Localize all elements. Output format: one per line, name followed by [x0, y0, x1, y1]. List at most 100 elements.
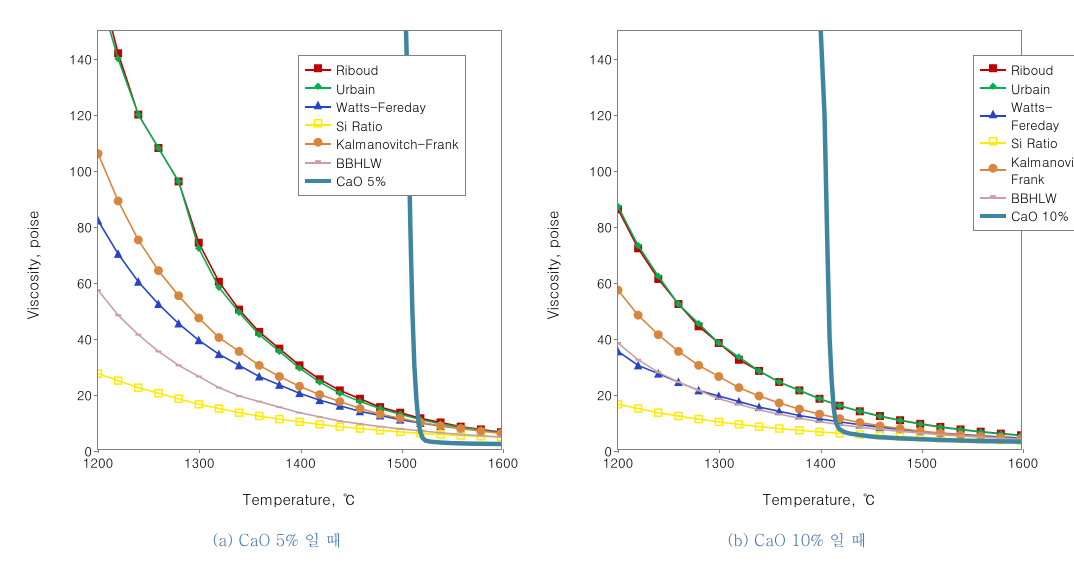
- legend-swatch: [305, 174, 331, 188]
- series-marker-4: [936, 429, 944, 437]
- series-marker-5: [857, 426, 863, 428]
- legend-label: Kalmanovitch-Frank: [336, 135, 459, 153]
- series-marker-5: [115, 314, 121, 316]
- legend-swatch: [305, 118, 331, 132]
- series-marker-2: [236, 362, 243, 369]
- series-line-2: [98, 220, 501, 432]
- legend-swatch: [980, 163, 1006, 177]
- series-marker-5: [958, 435, 964, 437]
- legend-swatch: [980, 136, 1006, 150]
- series-marker-5: [498, 436, 504, 438]
- series-marker-4: [477, 427, 485, 435]
- x-axis-label: Temperature, ℃: [97, 489, 502, 510]
- series-marker-4: [795, 405, 803, 413]
- legend-item: Watts-Fereday: [305, 98, 459, 116]
- legend-marker-icon: [311, 117, 325, 135]
- legend-item: Urbain: [305, 80, 459, 98]
- series-marker-4: [114, 197, 122, 205]
- series-marker-4: [654, 331, 662, 339]
- series-marker-4: [235, 347, 243, 355]
- legend-marker-icon: [311, 61, 325, 79]
- legend: RiboudUrbainWatts-FeredaySi RatioKalmano…: [973, 55, 1074, 231]
- legend-swatch: [305, 63, 331, 77]
- legend-label: Watts-Fereday: [336, 98, 426, 116]
- series-marker-4: [457, 425, 465, 433]
- series-marker-5: [135, 334, 141, 336]
- legend-marker-icon: [311, 154, 325, 172]
- series-marker-2: [296, 390, 303, 397]
- series-marker-4: [154, 267, 162, 275]
- series-marker-4: [175, 292, 183, 300]
- panel-b: Viscosity, poiseTemperature, ℃0204060801…: [547, 10, 1047, 551]
- legend-item: Urbain: [980, 80, 1074, 98]
- series-marker-5: [736, 403, 742, 405]
- legend-swatch: [305, 81, 331, 95]
- series-layer: [618, 31, 1021, 449]
- legend-label: Urbain: [1011, 80, 1050, 98]
- legend-label: Urbain: [336, 80, 375, 98]
- series-marker-5: [458, 433, 464, 435]
- legend-swatch: [980, 81, 1006, 95]
- series-marker-4: [296, 382, 304, 390]
- chart-wrap: Viscosity, poiseTemperature, ℃0204060801…: [547, 10, 1047, 520]
- series-marker-4: [195, 314, 203, 322]
- series-marker-5: [917, 432, 923, 434]
- series-marker-4: [396, 414, 404, 422]
- series-marker-5: [236, 395, 242, 397]
- series-marker-5: [675, 381, 681, 383]
- series-marker-2: [615, 348, 622, 355]
- legend-swatch: [980, 209, 1006, 223]
- legend-swatch: [305, 156, 331, 170]
- series-marker-4: [376, 410, 384, 418]
- series-marker-5: [357, 423, 363, 425]
- series-marker-5: [978, 436, 984, 438]
- series-marker-5: [716, 398, 722, 400]
- legend-marker-icon: [986, 107, 1000, 125]
- legend-swatch: [305, 137, 331, 151]
- y-axis-label: Viscosity, poise: [23, 211, 44, 320]
- legend: RiboudUrbainWatts-FeredaySi RatioKalmano…: [298, 55, 466, 196]
- legend-marker-icon: [986, 61, 1000, 79]
- series-marker-4: [275, 372, 283, 380]
- series-marker-5: [776, 413, 782, 415]
- legend-swatch: [980, 191, 1006, 205]
- plot-area: 02040608010012014012001300140015001600Ri…: [617, 30, 1022, 450]
- legend-label: BBHLW: [1011, 189, 1057, 207]
- legend-marker-icon: [311, 98, 325, 116]
- legend-label: Riboud: [336, 61, 378, 79]
- legend-swatch: [305, 100, 331, 114]
- figure-row: Viscosity, poise Temperature, ℃ 0204060801…: [10, 10, 1064, 551]
- plot-area: 02040608010012014012001300140015001600Ri…: [97, 30, 502, 450]
- legend-label: CaO 5%: [336, 172, 387, 190]
- series-marker-4: [634, 311, 642, 319]
- series-marker-4: [215, 333, 223, 341]
- series-marker-4: [134, 236, 142, 244]
- series-marker-4: [816, 410, 824, 418]
- series-marker-5: [337, 420, 343, 422]
- series-marker-4: [755, 392, 763, 400]
- series-marker-5: [276, 406, 282, 408]
- series-marker-4: [437, 422, 445, 430]
- panel-caption: (b) CaO 10% 일 때: [727, 528, 866, 551]
- legend-marker-icon: [311, 135, 325, 153]
- series-line-2: [618, 351, 1021, 438]
- series-marker-5: [377, 426, 383, 428]
- series-marker-5: [635, 359, 641, 361]
- legend-item: Kalmanovitch-Frank: [305, 135, 459, 153]
- series-marker-4: [316, 391, 324, 399]
- legend-item: CaO 10%: [980, 207, 1074, 225]
- series-marker-5: [817, 421, 823, 423]
- legend-item: BBHLW: [980, 189, 1074, 207]
- series-marker-4: [775, 399, 783, 407]
- series-marker-5: [155, 350, 161, 352]
- legend-marker-icon: [986, 189, 1000, 207]
- series-line-5: [618, 343, 1021, 439]
- legend-swatch: [980, 63, 1006, 77]
- series-marker-5: [317, 416, 323, 418]
- legend-item: CaO 5%: [305, 172, 459, 190]
- legend-item: BBHLW: [305, 154, 459, 172]
- legend-marker-icon: [311, 80, 325, 98]
- series-marker-5: [756, 409, 762, 411]
- legend-label: CaO 10%: [1011, 207, 1069, 225]
- series-marker-5: [655, 371, 661, 373]
